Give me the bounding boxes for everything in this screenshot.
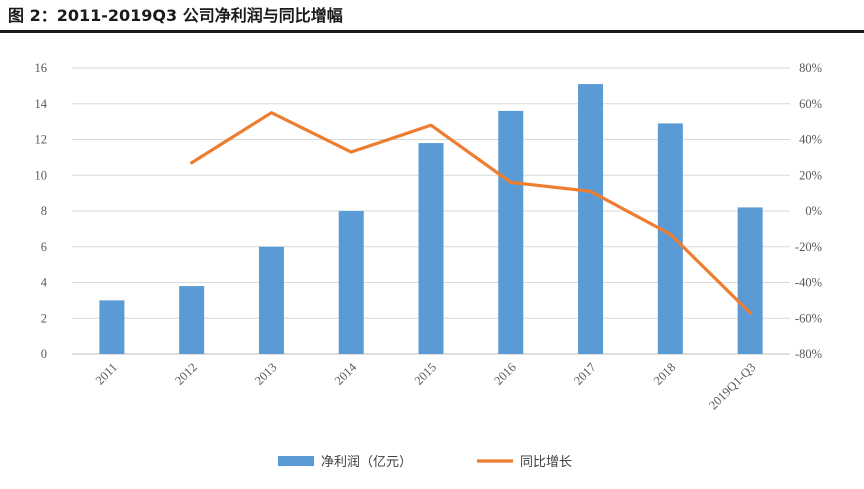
y-right-tick-label: 60% bbox=[799, 97, 822, 111]
y-left-tick-label: 16 bbox=[35, 61, 48, 75]
legend: 净利润（亿元） 同比增长 bbox=[278, 455, 572, 470]
x-tick-label: 2018 bbox=[651, 360, 679, 388]
y-right-tick-label: -20% bbox=[795, 240, 822, 254]
x-tick-label: 2015 bbox=[412, 360, 440, 388]
y-left-tick-label: 0 bbox=[41, 347, 47, 361]
legend-swatch-bar bbox=[278, 456, 314, 466]
y-right-tick-label: -40% bbox=[795, 276, 822, 290]
bar bbox=[498, 110, 524, 355]
legend-label-net-profit: 净利润（亿元） bbox=[321, 455, 412, 470]
x-tick-label: 2013 bbox=[252, 360, 280, 388]
y-left-tick-label: 2 bbox=[41, 311, 47, 325]
growth-line bbox=[190, 111, 752, 315]
bar bbox=[418, 143, 444, 354]
legend-label-growth: 同比增长 bbox=[520, 455, 572, 470]
x-tick-label: 2019Q1-Q3 bbox=[706, 360, 758, 412]
x-axis-ticks: 2011 2012 2013 2014 2015 2016 2017 2018 2019Q1-Q… bbox=[93, 360, 758, 413]
right-axis-ticks: -80% -60% -40% -20% 0% 20% 40% 60% 80% bbox=[795, 61, 822, 361]
figure-title: 图 2：2011-2019Q3 公司净利润与同比增幅 bbox=[8, 6, 343, 25]
bar bbox=[99, 300, 125, 354]
line-series bbox=[190, 111, 752, 315]
title-rule bbox=[0, 30, 864, 33]
y-right-tick-label: 40% bbox=[799, 133, 822, 147]
y-left-tick-label: 6 bbox=[41, 240, 47, 254]
x-tick-label: 2016 bbox=[491, 360, 519, 388]
x-tick-label: 2014 bbox=[332, 360, 360, 388]
bar bbox=[258, 246, 284, 354]
bar bbox=[578, 84, 604, 355]
left-axis-ticks: 0 2 4 6 8 10 12 14 16 bbox=[35, 61, 48, 361]
y-left-tick-label: 14 bbox=[35, 97, 48, 111]
x-tick-label: 2011 bbox=[93, 360, 120, 387]
y-right-tick-label: 0% bbox=[805, 204, 822, 218]
bar-series bbox=[99, 84, 763, 355]
x-tick-label: 2017 bbox=[571, 360, 599, 388]
x-tick-label: 2012 bbox=[172, 360, 200, 388]
bar bbox=[338, 211, 364, 354]
y-left-tick-label: 8 bbox=[41, 204, 47, 218]
y-right-tick-label: 20% bbox=[799, 168, 822, 182]
y-left-tick-label: 4 bbox=[41, 276, 48, 290]
y-left-tick-label: 12 bbox=[35, 133, 48, 147]
bar bbox=[657, 123, 683, 354]
bar bbox=[179, 286, 205, 354]
y-left-tick-label: 10 bbox=[35, 168, 48, 182]
y-right-tick-label: 80% bbox=[799, 61, 822, 75]
bar bbox=[737, 207, 763, 354]
y-right-tick-label: -60% bbox=[795, 311, 822, 325]
y-right-tick-label: -80% bbox=[795, 347, 822, 361]
